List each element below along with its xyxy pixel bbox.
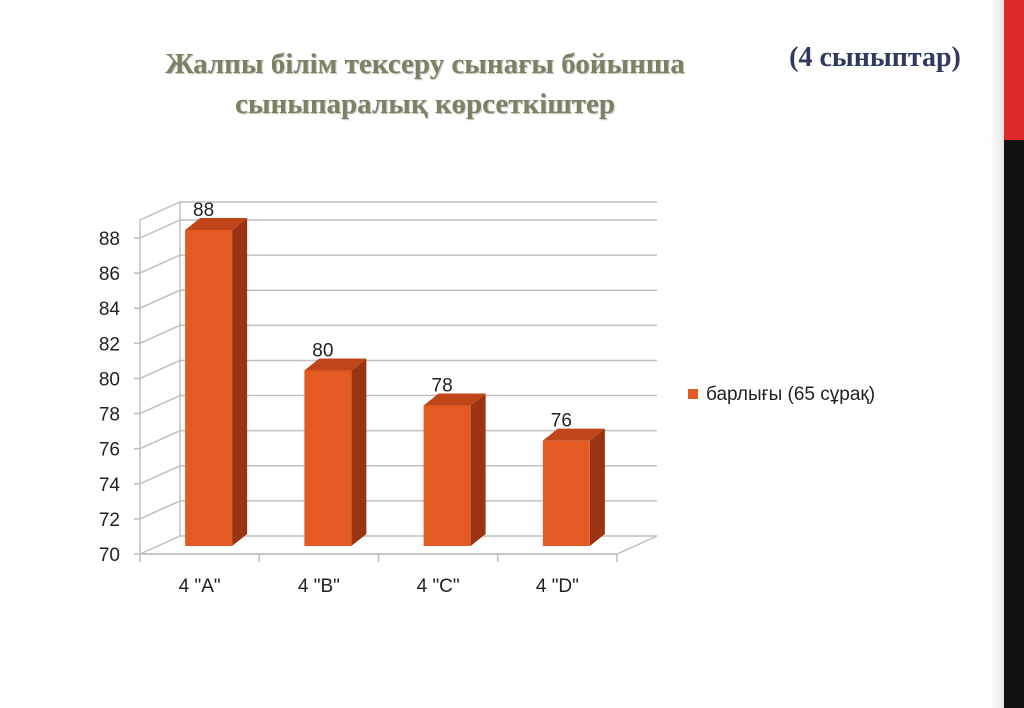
y-tick-label: 70	[99, 545, 120, 566]
y-tick-label: 88	[99, 229, 120, 250]
gridline-diagonal	[139, 394, 181, 415]
bar	[542, 440, 590, 546]
x-tick-label: 4 "C"	[417, 576, 460, 597]
data-label: 78	[432, 376, 453, 397]
y-tick-label: 76	[99, 440, 120, 461]
bar-top	[185, 218, 248, 230]
y-tick-label: 74	[99, 475, 121, 496]
gridline-diagonal	[139, 429, 181, 450]
y-tick-label: 80	[99, 369, 120, 390]
bar	[304, 370, 352, 546]
bar	[423, 405, 471, 546]
bar-top	[423, 393, 486, 406]
gridline-diagonal	[139, 359, 181, 380]
y-tick-label: 78	[99, 405, 120, 426]
x-tick-label: 4 "B"	[298, 576, 340, 597]
bar-side	[351, 358, 367, 546]
gridline-diagonal	[139, 465, 181, 485]
y-tick-label: 84	[99, 299, 121, 320]
bar-side	[232, 218, 248, 546]
slide-edge-shadow	[990, 0, 1004, 708]
legend-swatch	[688, 389, 698, 399]
gridline-diagonal	[139, 201, 181, 221]
slide-title-line1: Жалпы білім тексеру сынағы бойынша	[165, 48, 685, 80]
slide-subtitle: (4 сыныптар)	[789, 42, 961, 73]
bar	[185, 230, 233, 546]
data-label: 88	[193, 200, 214, 221]
y-tick-label: 82	[99, 334, 120, 355]
x-tick-label: 4 "D"	[536, 576, 579, 597]
gridline-diagonal	[139, 254, 181, 274]
bar-side	[589, 428, 605, 546]
y-tick-label: 72	[99, 510, 120, 531]
bar-side	[470, 393, 486, 546]
edge-red-stripe	[1004, 0, 1024, 140]
x-tick-label: 4 "A"	[179, 576, 221, 597]
legend-label: барлығы (65 сұрақ)	[706, 384, 875, 405]
bar-top	[304, 358, 367, 371]
data-label: 76	[551, 411, 572, 432]
edge-black-stripe	[1004, 140, 1024, 708]
gridline-diagonal	[139, 500, 181, 520]
slide-title: Жалпы білім тексеру сынағы бойынша сынып…	[110, 44, 740, 124]
gridline-diagonal	[139, 324, 181, 345]
gridline-diagonal	[139, 219, 181, 239]
slide-title-line2: сыныпаралық көрсеткіштер	[234, 88, 615, 120]
y-tick-label: 86	[99, 264, 120, 285]
gridline-diagonal	[139, 289, 181, 309]
data-label: 80	[312, 340, 333, 361]
bar-top	[542, 428, 605, 441]
